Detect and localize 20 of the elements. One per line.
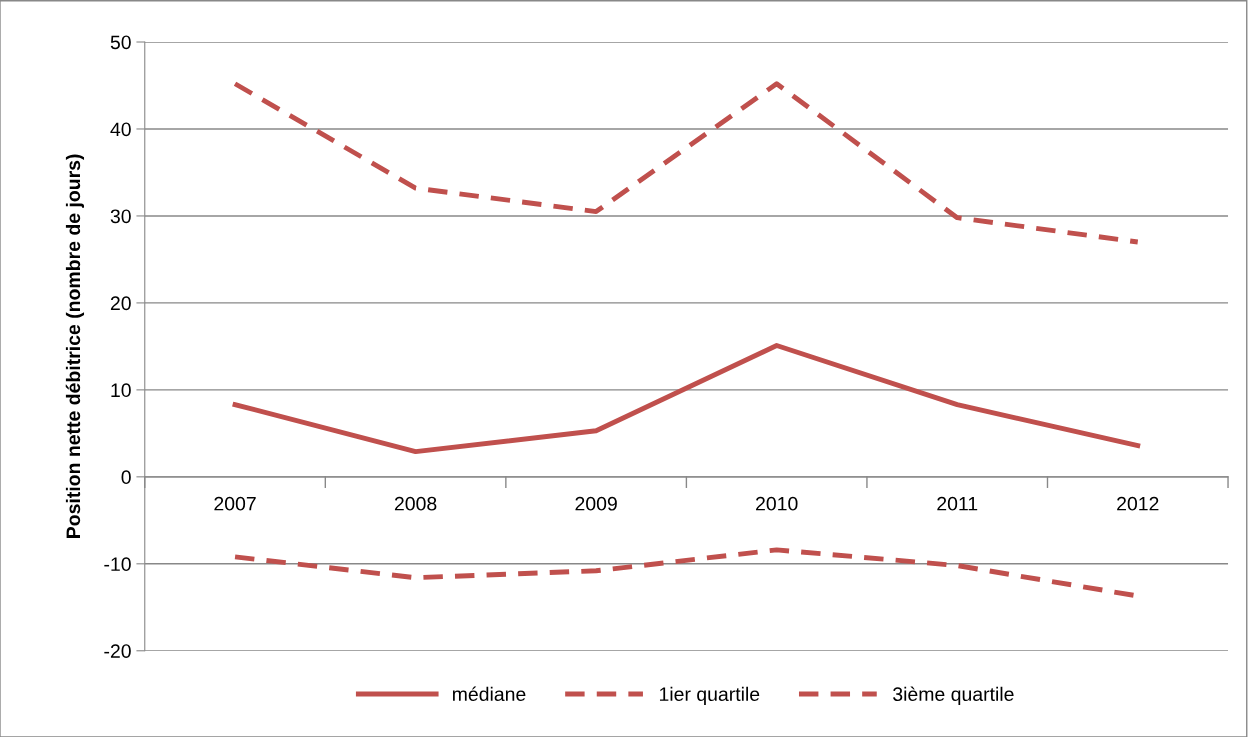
legend-label: médiane xyxy=(452,686,526,702)
y-tick-label: 20 xyxy=(110,296,131,311)
legend-label: 3ième quartile xyxy=(893,686,1014,705)
x-tick-label: 2008 xyxy=(394,496,437,511)
y-tick-label: 30 xyxy=(110,209,131,224)
line-series xyxy=(232,81,1141,245)
x-tick-label: 2010 xyxy=(756,496,798,511)
y-tick-label: 40 xyxy=(110,122,131,137)
y-tick-label: 10 xyxy=(111,383,131,398)
y-tick-label: 0 xyxy=(121,470,131,485)
y-tick-label: -10 xyxy=(104,557,131,572)
legend-label: 1ier quartile xyxy=(659,686,760,705)
x-tick-label: 2012 xyxy=(1117,496,1159,511)
y-tick-label: -20 xyxy=(104,644,131,659)
y-tick-label: 50 xyxy=(110,35,131,50)
x-tick-label: 2009 xyxy=(575,496,617,511)
x-tick-label: 2007 xyxy=(214,496,256,511)
line-series xyxy=(232,343,1141,455)
y-axis-title: Position nette débitrice (nombre de jours) xyxy=(65,154,85,538)
x-tick-label: 2011 xyxy=(937,496,978,511)
